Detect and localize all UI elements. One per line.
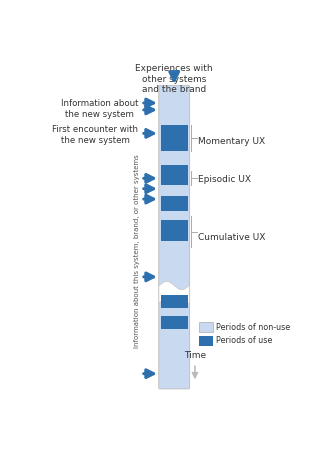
Text: Cumulative UX: Cumulative UX bbox=[198, 233, 266, 242]
Bar bbox=[199, 322, 213, 332]
Text: Information about
the new system: Information about the new system bbox=[61, 100, 138, 119]
FancyBboxPatch shape bbox=[159, 85, 190, 389]
Bar bbox=[161, 196, 188, 211]
Text: Information about this system, brand, or other systems: Information about this system, brand, or… bbox=[134, 154, 140, 348]
Bar bbox=[199, 336, 213, 346]
Text: Momentary UX: Momentary UX bbox=[198, 136, 265, 145]
Text: Periods of non-use: Periods of non-use bbox=[216, 322, 291, 331]
Text: Time: Time bbox=[184, 351, 206, 360]
Bar bbox=[161, 295, 188, 308]
Text: Periods of use: Periods of use bbox=[216, 336, 272, 345]
Text: Episodic UX: Episodic UX bbox=[198, 175, 251, 184]
Bar bbox=[161, 125, 188, 151]
Text: First encounter with
the new system: First encounter with the new system bbox=[52, 125, 138, 145]
Polygon shape bbox=[159, 282, 189, 307]
Bar bbox=[161, 164, 188, 185]
Bar bbox=[161, 220, 188, 241]
Text: Experiences with
other systems
and the brand: Experiences with other systems and the b… bbox=[135, 64, 213, 94]
Bar bbox=[161, 316, 188, 329]
